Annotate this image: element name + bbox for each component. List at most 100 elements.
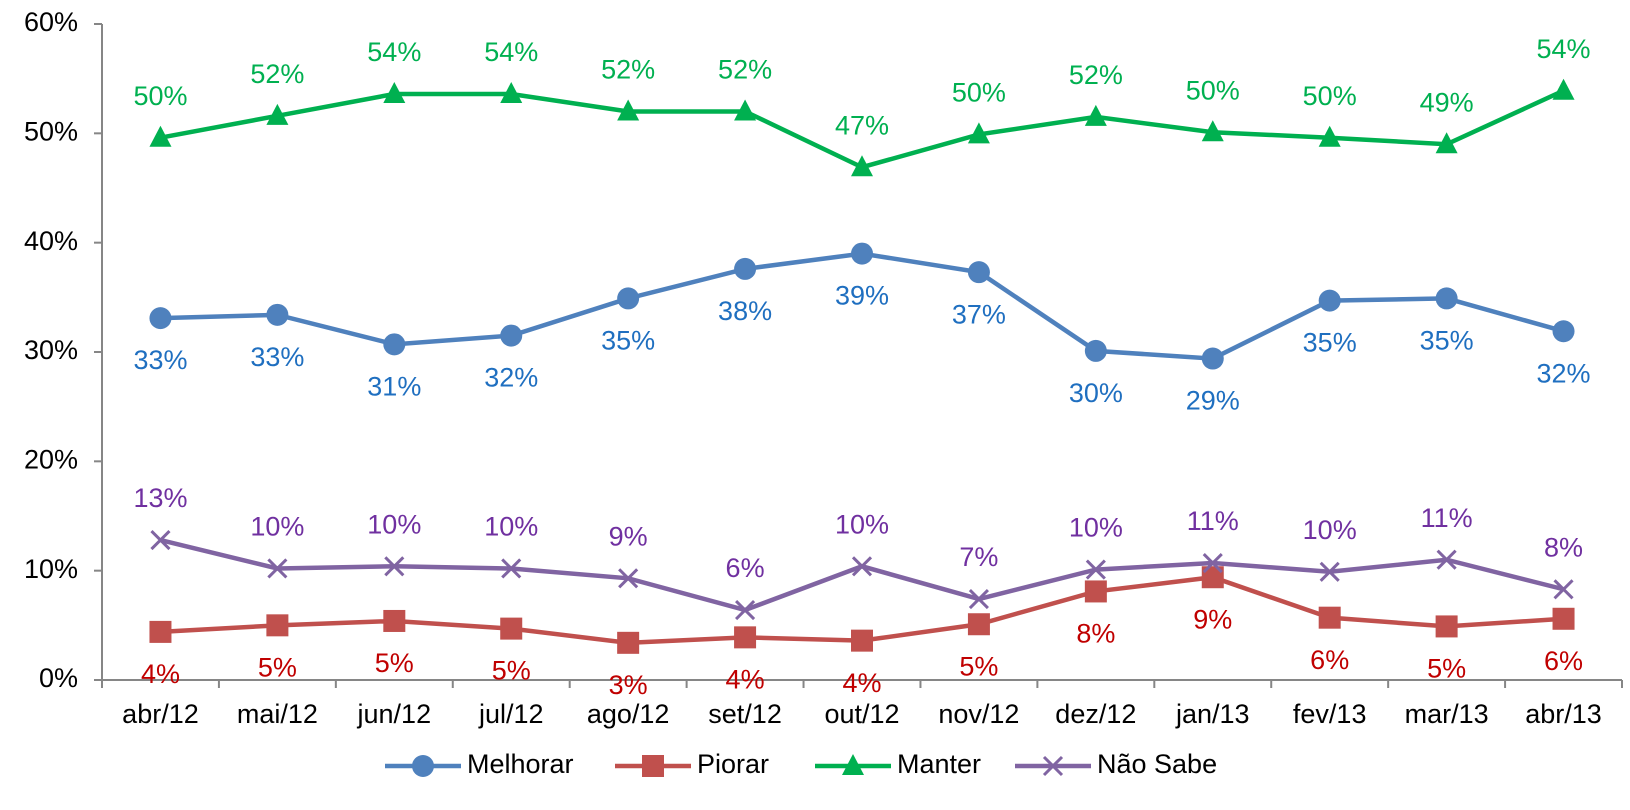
legend-label: Piorar [697,749,769,779]
x-tick-label: mai/12 [237,699,318,729]
x-tick-label: jun/12 [357,699,432,729]
data-label: 35% [601,326,655,356]
y-tick-label: 0% [39,663,78,693]
data-label: 11% [1187,506,1239,536]
data-point [500,324,523,347]
data-point [384,556,405,577]
x-tick-label: abr/12 [122,699,199,729]
data-label: 13% [133,483,187,513]
data-label: 32% [1537,358,1591,388]
data-label: 37% [952,299,1006,329]
data-label: 54% [367,37,421,67]
data-label: 8% [1076,619,1115,649]
data-label: 4% [842,668,881,698]
legend-marker [1042,755,1064,777]
y-tick-label: 30% [24,335,78,365]
data-label: 4% [726,664,765,694]
x-tick-label: fev/13 [1293,699,1367,729]
data-point [266,614,289,637]
data-point [1201,120,1224,142]
x-tick-label: nov/12 [938,699,1019,729]
data-point [1084,104,1107,126]
data-label: 10% [367,509,421,539]
data-label: 50% [133,81,187,111]
data-label: 47% [835,110,889,140]
data-point [1552,78,1575,100]
data-point [383,333,406,356]
x-tick-label: jan/13 [1175,699,1250,729]
data-point [851,629,873,652]
data-label: 10% [250,512,304,542]
data-point [1552,607,1575,630]
data-point [1202,552,1223,574]
data-label: 35% [1303,328,1357,358]
data-label: 9% [1193,604,1232,634]
data-label: 7% [959,542,998,572]
data-point [149,620,172,643]
x-tick-label: dez/12 [1055,699,1136,729]
y-tick-label: 10% [24,554,78,584]
data-label: 10% [835,509,889,539]
x-tick-label: ago/12 [587,699,670,729]
data-label: 30% [1069,378,1123,408]
legend-label: Não Sabe [1097,749,1217,779]
data-point [1553,579,1574,600]
data-label: 9% [609,521,648,551]
y-tick-label: 50% [24,116,78,146]
data-label: 38% [718,296,772,326]
data-label: 5% [492,656,531,686]
data-point [267,558,288,579]
data-label: 10% [1303,515,1357,545]
data-label: 32% [484,363,538,393]
data-label: 52% [1069,60,1123,90]
data-point [734,99,757,121]
data-point [150,529,171,551]
data-label: 52% [250,59,304,89]
data-label: 4% [141,659,180,689]
data-label: 10% [484,512,538,542]
legend-marker [642,755,664,777]
data-point [266,103,289,125]
data-point [617,99,640,121]
x-tick-label: out/12 [824,699,899,729]
data-point [967,613,990,636]
legend-marker [842,754,864,775]
legend-label: Melhorar [467,749,574,779]
data-point [1318,289,1341,312]
data-label: 52% [601,55,655,85]
data-label: 6% [1310,645,1349,675]
y-tick-label: 20% [24,444,78,474]
data-label: 5% [959,651,998,681]
y-tick-label: 60% [24,7,78,37]
data-point [1201,566,1224,589]
x-tick-label: mar/13 [1405,699,1489,729]
data-point [1435,615,1458,638]
legend-label: Manter [897,749,981,779]
data-point [1318,125,1341,147]
data-label: 54% [484,37,538,67]
data-point [968,589,989,610]
legend-marker [412,755,434,777]
data-point [618,568,639,589]
data-point [617,631,640,654]
x-tick-label: set/12 [708,699,782,729]
data-point [967,261,990,284]
data-label: 33% [250,342,304,372]
data-point [1084,580,1107,603]
data-point [383,81,406,103]
data-label: 8% [1544,532,1583,562]
data-point [734,626,757,649]
data-label: 50% [1303,81,1357,111]
data-label: 6% [726,553,765,583]
data-point [266,303,289,326]
data-label: 35% [1420,326,1474,356]
data-point [735,599,756,621]
data-point [1319,561,1340,582]
data-label: 5% [1427,654,1466,684]
data-point [617,287,640,310]
y-tick-label: 40% [24,226,78,256]
data-point [383,609,406,632]
data-label: 31% [367,371,421,401]
